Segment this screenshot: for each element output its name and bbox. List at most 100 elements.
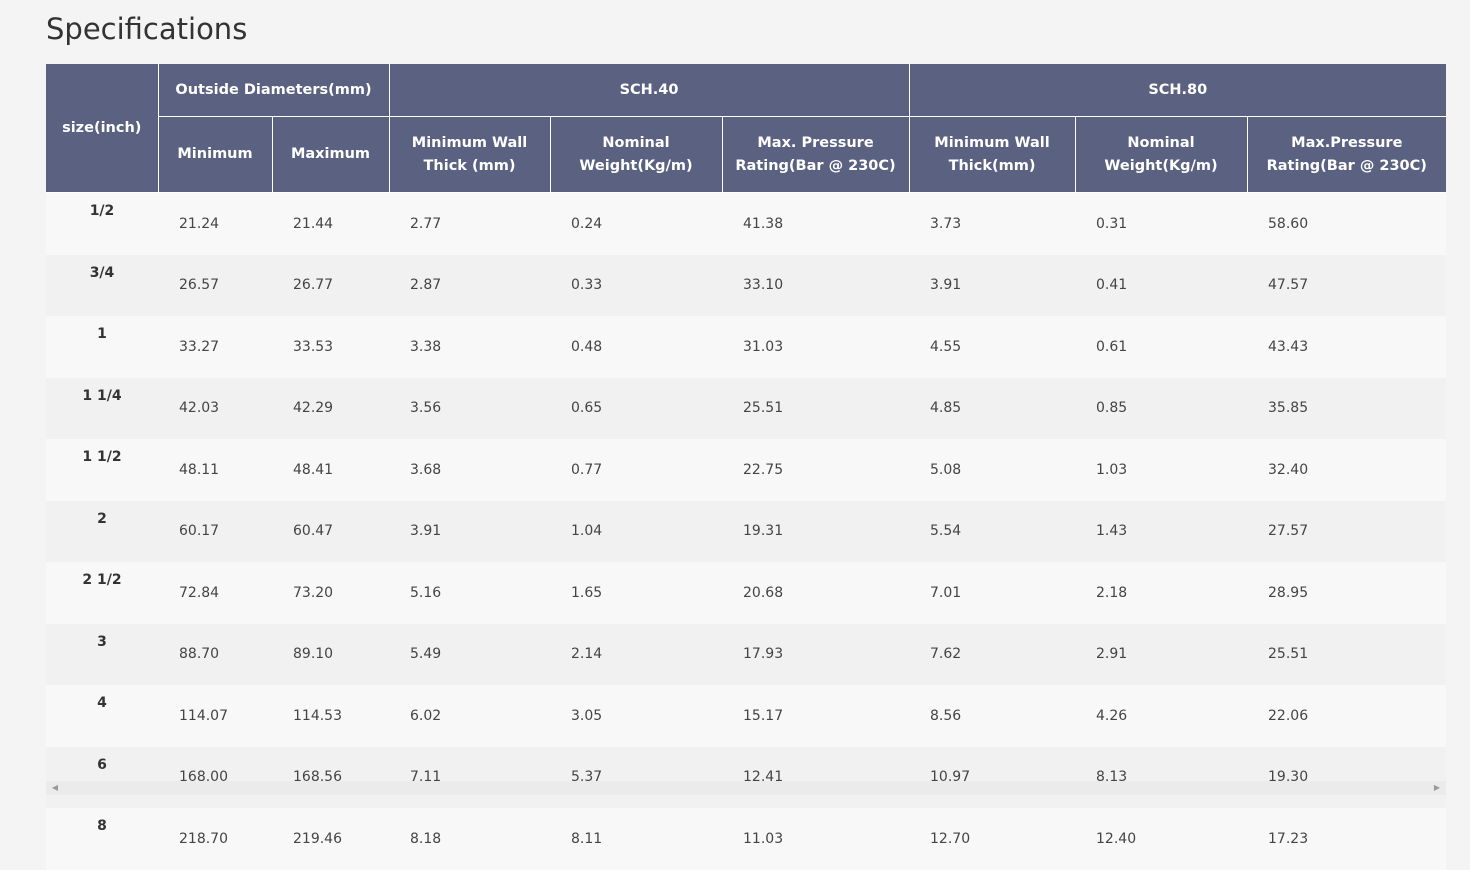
cell-od-maximum: 89.10 (272, 623, 390, 685)
cell-od-maximum: 33.53 (272, 316, 390, 378)
cell-sch40-max-pressure: 20.68 (722, 562, 910, 624)
table-row: 1/2 21.24 21.44 2.77 0.24 41.38 3.73 0.31 58.60 (46, 192, 1447, 255)
cell-size: 2 (46, 500, 158, 562)
header-od-maximum: Maximum (271, 116, 390, 193)
cell-size: 8 (46, 808, 158, 870)
cell-sch80-nominal-weight: 4.26 (1075, 685, 1248, 747)
header-od-minimum: Minimum (158, 116, 273, 193)
cell-size: 1 (46, 316, 158, 378)
cell-od-maximum: 26.77 (272, 254, 390, 316)
cell-od-maximum: 219.46 (272, 808, 390, 870)
cell-sch80-nominal-weight: 2.18 (1075, 562, 1248, 624)
cell-sch80-max-pressure: 58.60 (1247, 192, 1447, 255)
cell-sch80-max-pressure: 17.23 (1247, 808, 1447, 870)
cell-size: 4 (46, 685, 158, 747)
cell-sch80-wall-thick: 4.85 (909, 377, 1076, 439)
cell-sch80-max-pressure: 35.85 (1247, 377, 1447, 439)
cell-od-minimum: 21.24 (158, 192, 272, 255)
cell-sch40-nominal-weight: 1.04 (550, 500, 723, 562)
table-row: 2 1/2 72.84 73.20 5.16 1.65 20.68 7.01 2.18 28.9… (46, 562, 1447, 624)
cell-size: 1 1/4 (46, 377, 158, 439)
cell-sch40-nominal-weight: 8.11 (550, 808, 723, 870)
cell-sch80-nominal-weight: 0.61 (1075, 316, 1248, 378)
header-sch40: SCH.40 (388, 64, 910, 117)
cell-od-maximum: 168.56 (272, 746, 390, 808)
specifications-table-container: size(inch) Outside Diameters(mm) SCH.40 … (46, 64, 1447, 870)
cell-od-minimum: 48.11 (158, 439, 272, 501)
cell-sch80-nominal-weight: 12.40 (1075, 808, 1248, 870)
cell-od-minimum: 218.70 (158, 808, 272, 870)
cell-sch80-max-pressure: 27.57 (1247, 500, 1447, 562)
cell-sch80-nominal-weight: 1.03 (1075, 439, 1248, 501)
table-row: 3 88.70 89.10 5.49 2.14 17.93 7.62 2.91 25.51 (46, 623, 1447, 685)
cell-sch80-wall-thick: 3.73 (909, 192, 1076, 255)
cell-size: 1 1/2 (46, 439, 158, 501)
table-row: 4 114.07 114.53 6.02 3.05 15.17 8.56 4.26 22.06 (46, 685, 1447, 747)
cell-sch80-wall-thick: 7.01 (909, 562, 1076, 624)
cell-sch40-wall-thick: 6.02 (389, 685, 551, 747)
cell-sch80-nominal-weight: 2.91 (1075, 623, 1248, 685)
scroll-left-arrow-icon[interactable]: ◀ (51, 783, 59, 792)
cell-od-maximum: 60.47 (272, 500, 390, 562)
table-row: 1 1/4 42.03 42.29 3.56 0.65 25.51 4.85 0.85 35.8… (46, 377, 1447, 439)
cell-sch80-wall-thick: 10.97 (909, 746, 1076, 808)
cell-sch40-nominal-weight: 5.37 (550, 746, 723, 808)
cell-sch40-max-pressure: 41.38 (722, 192, 910, 255)
table-row: 2 60.17 60.47 3.91 1.04 19.31 5.54 1.43 27.57 (46, 500, 1447, 562)
header-sch80-max-pressure: Max.Pressure Rating(Bar @ 230C) (1246, 116, 1447, 193)
cell-sch40-nominal-weight: 3.05 (550, 685, 723, 747)
cell-sch80-nominal-weight: 0.41 (1075, 254, 1248, 316)
table-row: 6 168.00 168.56 7.11 5.37 12.41 10.97 8.13 19.30 (46, 746, 1447, 808)
cell-sch80-max-pressure: 22.06 (1247, 685, 1447, 747)
cell-sch80-wall-thick: 5.08 (909, 439, 1076, 501)
cell-od-minimum: 33.27 (158, 316, 272, 378)
header-sch80: SCH.80 (908, 64, 1447, 117)
cell-sch40-wall-thick: 5.16 (389, 562, 551, 624)
cell-od-minimum: 88.70 (158, 623, 272, 685)
cell-sch40-max-pressure: 31.03 (722, 316, 910, 378)
cell-sch80-wall-thick: 12.70 (909, 808, 1076, 870)
cell-sch40-nominal-weight: 2.14 (550, 623, 723, 685)
cell-sch40-wall-thick: 3.91 (389, 500, 551, 562)
header-sch80-wall-thick: Minimum Wall Thick(mm) (908, 116, 1076, 193)
cell-sch40-max-pressure: 12.41 (722, 746, 910, 808)
cell-sch40-nominal-weight: 0.33 (550, 254, 723, 316)
cell-sch80-max-pressure: 32.40 (1247, 439, 1447, 501)
cell-sch40-wall-thick: 2.77 (389, 192, 551, 255)
cell-sch80-nominal-weight: 0.85 (1075, 377, 1248, 439)
cell-od-minimum: 42.03 (158, 377, 272, 439)
cell-size: 1/2 (46, 192, 158, 255)
cell-od-minimum: 26.57 (158, 254, 272, 316)
cell-od-minimum: 60.17 (158, 500, 272, 562)
specifications-table: size(inch) Outside Diameters(mm) SCH.40 … (46, 64, 1447, 870)
cell-sch80-nominal-weight: 8.13 (1075, 746, 1248, 808)
scroll-right-arrow-icon[interactable]: ▶ (1433, 783, 1441, 792)
cell-sch40-max-pressure: 25.51 (722, 377, 910, 439)
cell-sch80-max-pressure: 43.43 (1247, 316, 1447, 378)
cell-od-maximum: 21.44 (272, 192, 390, 255)
cell-sch80-max-pressure: 28.95 (1247, 562, 1447, 624)
table-row: 1 1/2 48.11 48.41 3.68 0.77 22.75 5.08 1.03 32.4… (46, 439, 1447, 501)
cell-size: 3/4 (46, 254, 158, 316)
header-sch40-max-pressure: Max. Pressure Rating(Bar @ 230C) (721, 116, 910, 193)
cell-sch80-max-pressure: 19.30 (1247, 746, 1447, 808)
cell-size: 6 (46, 746, 158, 808)
cell-sch80-wall-thick: 3.91 (909, 254, 1076, 316)
page-title: Specifications (46, 12, 248, 46)
cell-sch40-wall-thick: 8.18 (389, 808, 551, 870)
header-row-groups: size(inch) Outside Diameters(mm) SCH.40 … (46, 64, 1447, 193)
header-sch40-wall-thick: Minimum Wall Thick (mm) (388, 116, 551, 193)
cell-od-maximum: 114.53 (272, 685, 390, 747)
table-row: 8 218.70 219.46 8.18 8.11 11.03 12.70 12.40 17.2… (46, 808, 1447, 870)
cell-sch40-nominal-weight: 0.24 (550, 192, 723, 255)
cell-od-minimum: 168.00 (158, 746, 272, 808)
cell-od-maximum: 42.29 (272, 377, 390, 439)
cell-sch40-max-pressure: 17.93 (722, 623, 910, 685)
cell-sch40-nominal-weight: 0.48 (550, 316, 723, 378)
header-sch40-nominal-weight: Nominal Weight(Kg/m) (549, 116, 723, 193)
cell-od-minimum: 114.07 (158, 685, 272, 747)
cell-sch40-nominal-weight: 0.77 (550, 439, 723, 501)
table-row: 1 33.27 33.53 3.38 0.48 31.03 4.55 0.61 43.43 (46, 316, 1447, 378)
cell-sch80-nominal-weight: 1.43 (1075, 500, 1248, 562)
horizontal-scrollbar[interactable]: ◀ ▶ (46, 781, 1446, 795)
